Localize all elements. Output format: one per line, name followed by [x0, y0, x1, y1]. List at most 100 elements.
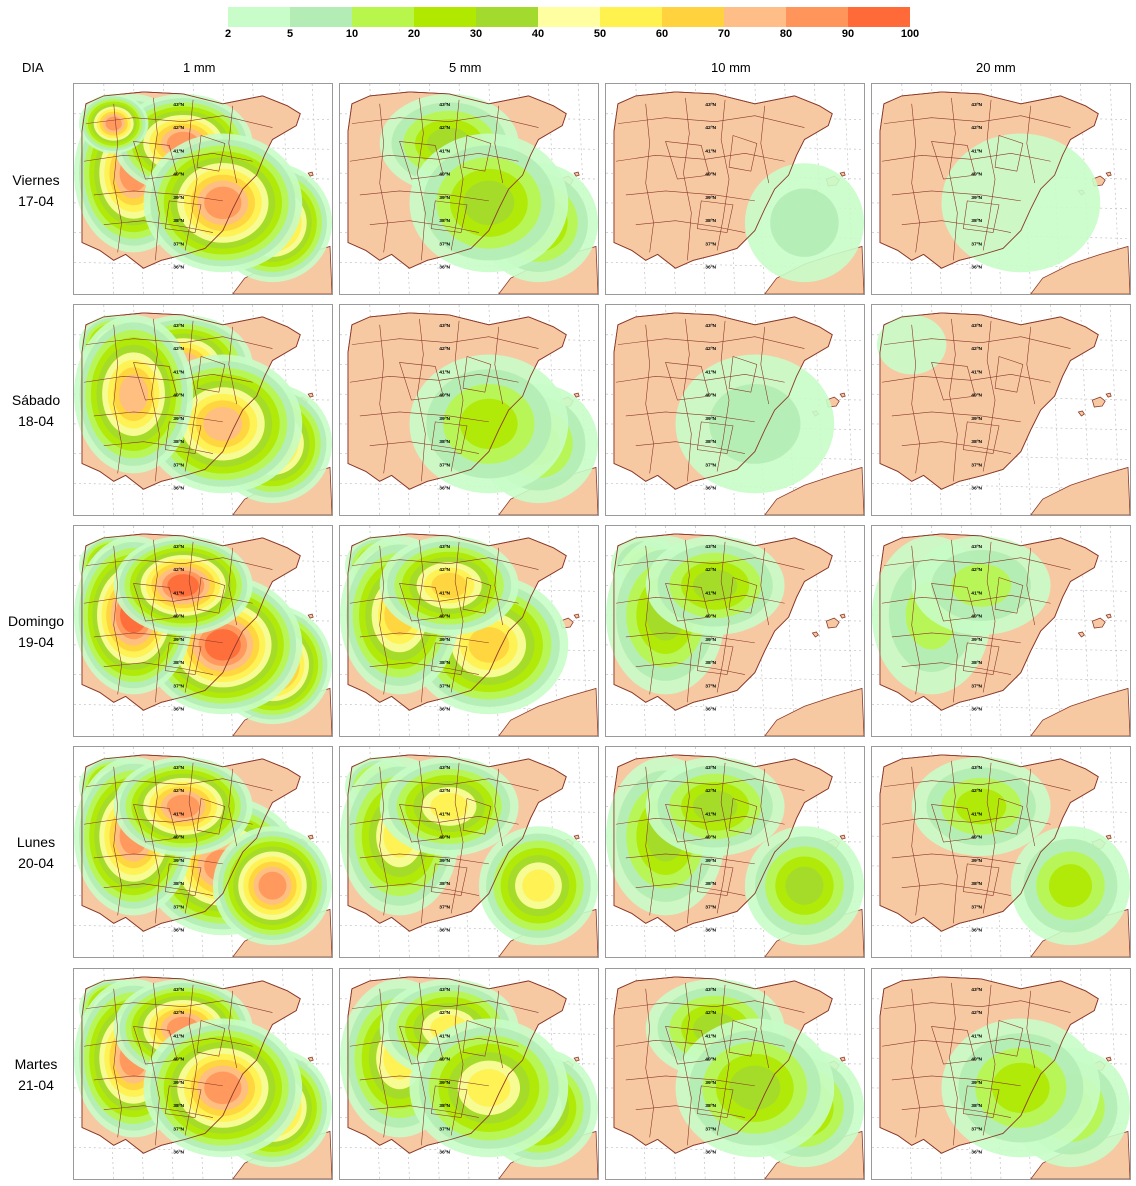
probability-contour [468, 627, 510, 663]
latitude-label: 42ºN [971, 788, 982, 794]
province-border [901, 883, 1011, 896]
coastline [879, 312, 1099, 490]
land-area [1077, 631, 1085, 638]
latitude-label: 42ºN [439, 567, 450, 573]
latitude-label: 38ºN [971, 881, 982, 887]
province-border [665, 362, 710, 401]
latitude-label: 36ºN [705, 265, 716, 271]
latitude-label: 36ºN [439, 928, 450, 934]
province-border [184, 99, 198, 251]
province-border [103, 662, 213, 675]
province-border [1026, 547, 1036, 626]
row-label-sabado: Sábado 18-04 [0, 390, 72, 432]
latitude-label: 37ºN [173, 683, 184, 689]
province-border [133, 804, 178, 843]
latitude-label: 40ºN [173, 172, 184, 178]
province-border [113, 324, 122, 474]
province-border [430, 863, 468, 896]
latitude-label: 37ºN [173, 462, 184, 468]
latitude-label: 43ºN [971, 765, 982, 771]
province-border [931, 804, 976, 843]
coastline [879, 91, 1099, 269]
latitude-label: 42ºN [971, 346, 982, 352]
province-border [883, 115, 1071, 128]
province-border [617, 778, 805, 791]
column-header-1mm: 1 mm [183, 60, 216, 75]
province-border [982, 762, 996, 914]
province-border [716, 984, 730, 1136]
province-border [931, 141, 976, 180]
legend-label: 50 [593, 28, 607, 40]
coastline [613, 312, 833, 490]
province-border [617, 557, 805, 570]
latitude-label: 41ºN [971, 1033, 982, 1039]
province-border [635, 662, 745, 675]
province-border [696, 200, 734, 233]
province-border [994, 577, 1024, 614]
province-border [901, 441, 1011, 454]
map-canvas: 43ºN 42ºN 41ºN 40ºN 39ºN 38ºN 37ºN 36ºN [340, 969, 598, 1179]
province-border [1026, 768, 1036, 847]
map-panel: 43ºN 42ºN 41ºN 40ºN 39ºN 38ºN 37ºN 36ºN [871, 83, 1131, 295]
map-panel: 43ºN 42ºN 41ºN 40ºN 39ºN 38ºN 37ºN 36ºN [73, 968, 333, 1180]
province-border [760, 768, 770, 847]
latitude-label: 36ºN [971, 928, 982, 934]
province-border [617, 115, 805, 128]
latitude-label: 40ºN [705, 393, 716, 399]
land-area [573, 834, 580, 840]
latitude-label: 37ºN [971, 241, 982, 247]
map-canvas: 43ºN 42ºN 41ºN 40ºN 39ºN 38ºN 37ºN 36ºN [872, 84, 1130, 294]
latitude-label: 38ºN [173, 439, 184, 445]
latitude-label: 39ºN [971, 195, 982, 201]
province-border [645, 103, 654, 253]
province-border [164, 421, 202, 454]
province-border [359, 411, 489, 423]
map-panel: 43ºN 42ºN 41ºN 40ºN 39ºN 38ºN 37ºN 36ºN [605, 83, 865, 295]
map-panel: 43ºN 42ºN 41ºN 40ºN 39ºN 38ºN 37ºN 36ºN [605, 746, 865, 958]
province-border [901, 662, 1011, 675]
province-border [883, 778, 1071, 791]
province-border [85, 115, 273, 128]
latitude-label: 37ºN [439, 462, 450, 468]
probability-contour [692, 790, 738, 823]
province-border [891, 1075, 1021, 1087]
province-border [728, 356, 758, 393]
land-area [307, 1056, 314, 1062]
latitude-label: 43ºN [971, 323, 982, 329]
province-border [196, 798, 226, 835]
province-border [417, 760, 426, 924]
province-border [369, 883, 479, 896]
land-area [839, 613, 846, 619]
latitude-label: 43ºN [439, 544, 450, 550]
province-border [625, 411, 755, 423]
province-border [93, 190, 223, 202]
province-border [625, 632, 755, 644]
latitude-label: 39ºN [439, 416, 450, 422]
legend-label: 5 [286, 28, 294, 40]
probability-contour [709, 383, 801, 464]
province-border [196, 135, 226, 172]
latitude-label: 37ºN [439, 1126, 450, 1132]
province-border [696, 1085, 734, 1118]
land-area [1105, 834, 1112, 840]
latitude-label: 43ºN [971, 987, 982, 993]
province-border [696, 421, 734, 454]
province-border [462, 135, 492, 172]
province-border [85, 557, 273, 570]
latitude-label: 41ºN [439, 369, 450, 375]
province-border [379, 766, 388, 916]
latitude-label: 43ºN [173, 987, 184, 993]
legend-label: 10 [345, 28, 359, 40]
map-canvas: 43ºN 42ºN 41ºN 40ºN 39ºN 38ºN 37ºN 36ºN [74, 969, 332, 1179]
latitude-label: 41ºN [173, 590, 184, 596]
probability-contour [1048, 864, 1093, 908]
map-canvas: 43ºN 42ºN 41ºN 40ºN 39ºN 38ºN 37ºN 36ºN [606, 969, 864, 1179]
probability-contour [522, 869, 555, 902]
column-header-20mm: 20 mm [976, 60, 1016, 75]
land-area [839, 392, 846, 398]
coastline [613, 91, 833, 269]
latitude-label: 38ºN [971, 218, 982, 224]
latitude-label: 42ºN [439, 1010, 450, 1016]
latitude-label: 36ºN [705, 1150, 716, 1156]
map-panel: 43ºN 42ºN 41ºN 40ºN 39ºN 38ºN 37ºN 36ºN [605, 304, 865, 516]
